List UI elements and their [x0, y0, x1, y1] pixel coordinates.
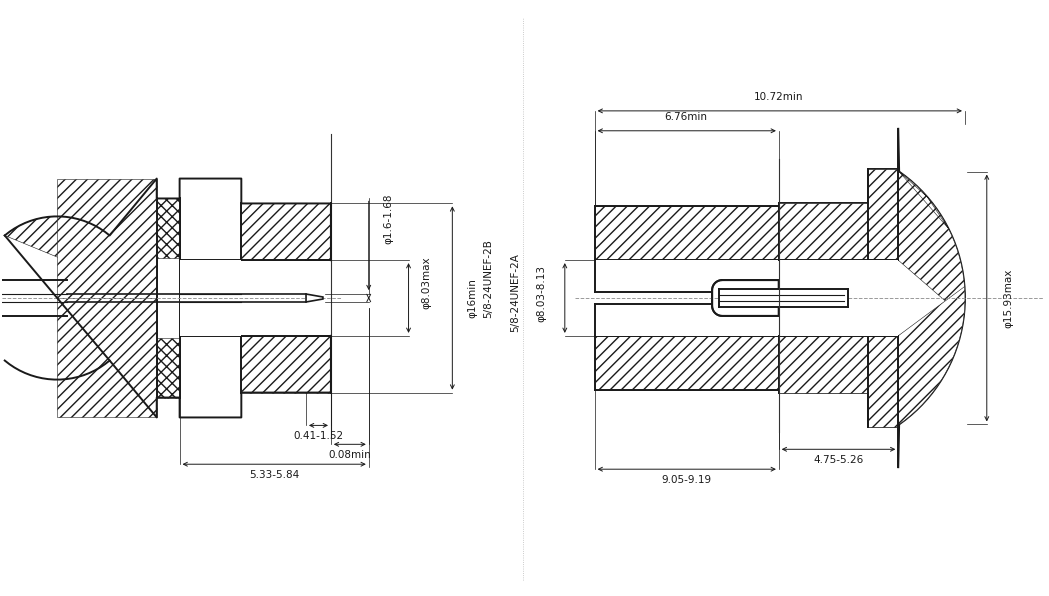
Text: 4.75-5.26: 4.75-5.26 [813, 455, 863, 465]
Polygon shape [595, 206, 778, 260]
Polygon shape [58, 179, 156, 298]
Text: 5/8-24UNEF-2B: 5/8-24UNEF-2B [484, 238, 493, 318]
Text: 0.41-1.52: 0.41-1.52 [293, 432, 343, 442]
Polygon shape [595, 260, 778, 336]
Text: 0.08min: 0.08min [328, 450, 371, 460]
Polygon shape [712, 280, 778, 316]
Text: 5.33-5.84: 5.33-5.84 [249, 470, 299, 480]
Polygon shape [778, 169, 898, 260]
Polygon shape [179, 260, 241, 336]
Polygon shape [595, 336, 778, 390]
Polygon shape [778, 336, 898, 427]
Polygon shape [778, 260, 898, 336]
Polygon shape [306, 294, 323, 302]
Polygon shape [898, 287, 965, 467]
Polygon shape [719, 289, 849, 307]
Polygon shape [58, 298, 156, 417]
Polygon shape [156, 338, 179, 398]
Text: φ8.03-8.13: φ8.03-8.13 [536, 265, 545, 321]
Polygon shape [5, 179, 156, 298]
Polygon shape [241, 203, 330, 260]
Polygon shape [241, 336, 330, 393]
Polygon shape [156, 198, 179, 258]
Text: 5/8-24UNEF-2A: 5/8-24UNEF-2A [510, 253, 520, 333]
Text: 6.76min: 6.76min [665, 112, 708, 122]
Text: φ1.6-1.68: φ1.6-1.68 [384, 193, 393, 244]
Text: 9.05-9.19: 9.05-9.19 [661, 475, 711, 485]
Text: φ16min: φ16min [467, 278, 477, 318]
Text: φ15.93max: φ15.93max [1004, 268, 1013, 328]
Text: 10.72min: 10.72min [754, 92, 804, 102]
Text: φ8.03max: φ8.03max [422, 257, 431, 309]
Polygon shape [898, 129, 965, 317]
